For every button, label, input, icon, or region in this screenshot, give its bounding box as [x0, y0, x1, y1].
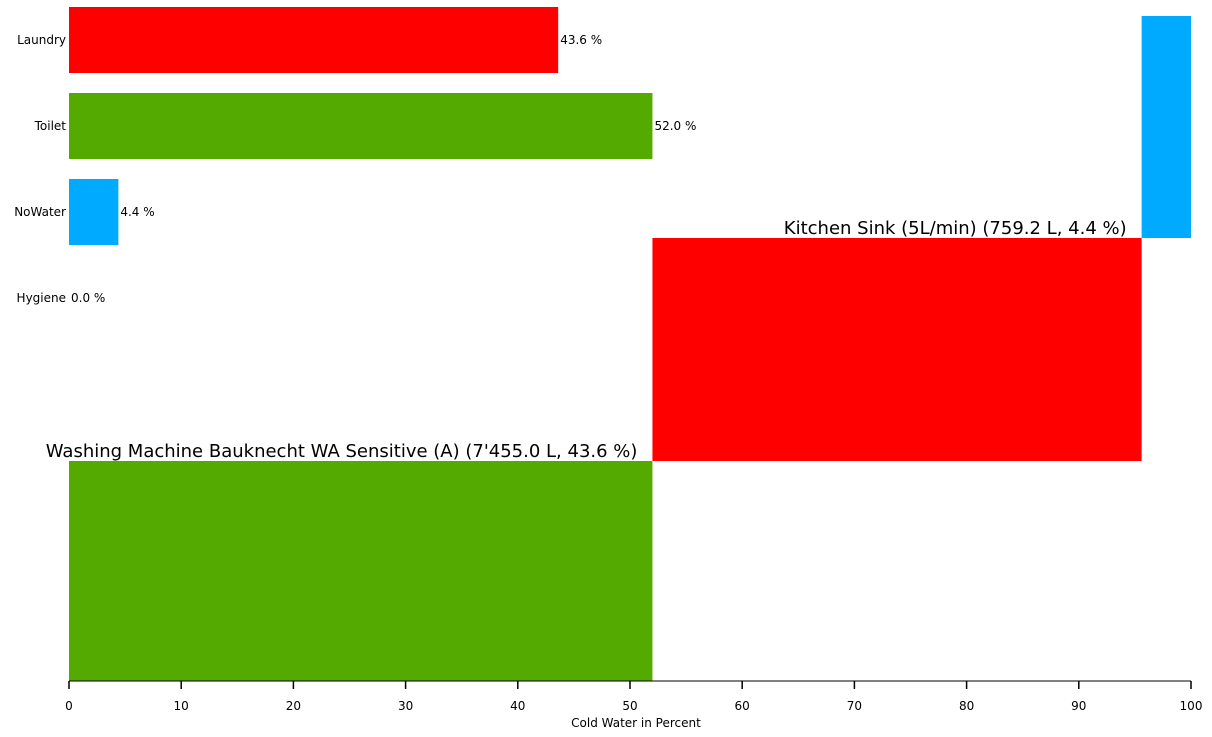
category-bars: Laundry 43.6 % Toilet 52.0 % NoWater 4.4 % Hyg… — [14, 7, 696, 305]
bar-toilet — [69, 93, 653, 159]
x-tick-label-70: 70 — [847, 699, 862, 713]
segment-3 — [1141, 16, 1191, 238]
category-label-hygiene: Hygiene — [17, 291, 66, 305]
bar-laundry — [69, 7, 559, 73]
category-label-nowater: NoWater — [14, 205, 66, 219]
category-label-toilet: Toilet — [34, 119, 67, 133]
x-tick-label-20: 20 — [286, 699, 301, 713]
value-label-laundry: 43.6 % — [560, 33, 602, 47]
stacked-segments: Washing Machine Bauknecht WA Sensitive (… — [46, 16, 1191, 681]
x-axis-title: Cold Water in Percent — [571, 716, 701, 730]
category-label-laundry: Laundry — [17, 33, 66, 47]
x-tick-label-80: 80 — [959, 699, 974, 713]
x-tick-label-0: 0 — [65, 699, 73, 713]
segment-label-1: Washing Machine Bauknecht WA Sensitive (… — [46, 441, 638, 462]
x-tick-label-90: 90 — [1071, 699, 1086, 713]
x-tick-label-60: 60 — [735, 699, 750, 713]
x-tick-label-40: 40 — [510, 699, 525, 713]
x-tick-label-30: 30 — [398, 699, 413, 713]
x-tick-label-50: 50 — [622, 699, 637, 713]
segment-1 — [69, 461, 653, 681]
value-label-nowater: 4.4 % — [120, 205, 154, 219]
x-tick-label-10: 10 — [174, 699, 189, 713]
value-label-toilet: 52.0 % — [654, 119, 696, 133]
value-label-hygiene: 0.0 % — [71, 291, 105, 305]
segment-label-2: Kitchen Sink (5L/min) (759.2 L, 4.4 %) — [784, 218, 1127, 239]
x-tick-label-100: 100 — [1180, 699, 1203, 713]
x-axis: 0 10 20 30 40 50 60 70 80 90 100 — [65, 680, 1203, 713]
bar-nowater — [69, 179, 119, 245]
segment-2 — [652, 238, 1142, 461]
